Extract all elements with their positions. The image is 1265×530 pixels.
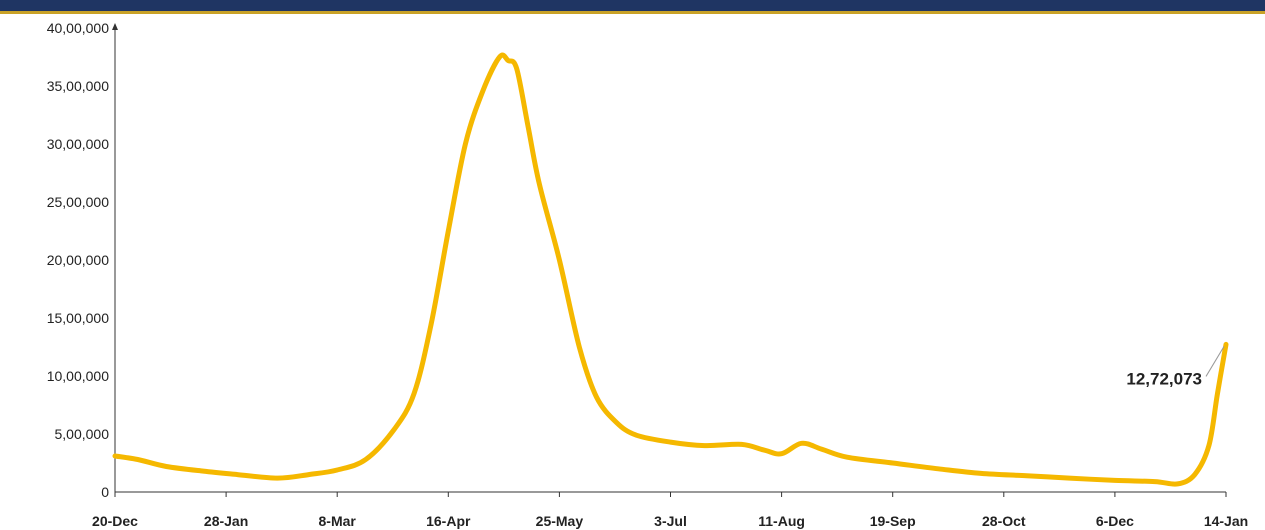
x-tick-label: 19-Sep: [870, 513, 916, 529]
x-tick-label: 3-Jul: [654, 513, 687, 529]
y-axis: 0 5,00,000 10,00,000 15,00,000 20,00,000 25,0…: [47, 20, 118, 500]
x-axis: 20-Dec 28-Jan 8-Mar 16-Apr 25-May 3-Jul 11-Aug…: [92, 491, 1248, 529]
x-tick-label: 14-Jan: [1204, 513, 1248, 529]
series-layer: [112, 52, 1229, 487]
y-tick-label: 30,00,000: [47, 136, 109, 152]
y-tick-label: 40,00,000: [47, 20, 109, 36]
x-tick-label: 28-Jan: [204, 513, 248, 529]
series-line: [112, 52, 1229, 487]
y-tick-label: 35,00,000: [47, 78, 109, 94]
y-tick-label: 10,00,000: [47, 368, 109, 384]
x-tick-label: 28-Oct: [982, 513, 1026, 529]
x-tick-label: 11-Aug: [758, 513, 805, 529]
x-tick-label: 6-Dec: [1096, 513, 1134, 529]
x-tick-label: 16-Apr: [426, 513, 471, 529]
annotation-label: 12,72,073: [1126, 369, 1202, 388]
y-tick-label: 20,00,000: [47, 252, 109, 268]
x-tick-label: 8-Mar: [319, 513, 357, 529]
x-tick-label: 20-Dec: [92, 513, 138, 529]
header-bar: [0, 0, 1265, 14]
annotation-leader: [1205, 346, 1225, 377]
y-tick-label: 0: [101, 484, 109, 500]
y-tick-label: 5,00,000: [55, 426, 110, 442]
y-tick-label: 25,00,000: [47, 194, 109, 210]
y-axis-arrow: [112, 23, 118, 30]
y-tick-label: 15,00,000: [47, 310, 109, 326]
x-tick-label: 25-May: [536, 513, 584, 529]
annotation-layer: 12,72,073: [1126, 346, 1225, 388]
